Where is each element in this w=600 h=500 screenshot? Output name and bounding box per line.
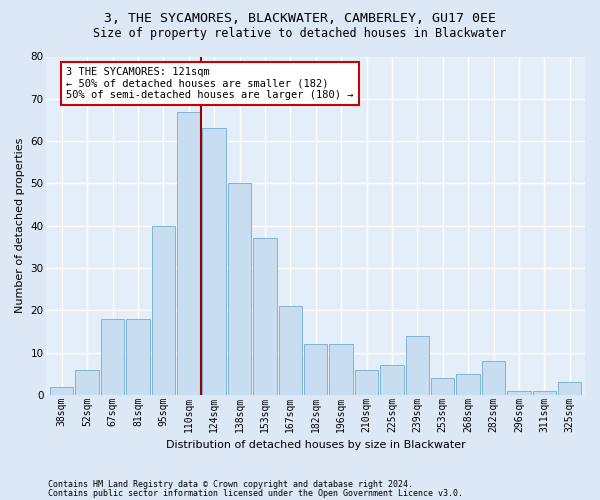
Text: 3 THE SYCAMORES: 121sqm
← 50% of detached houses are smaller (182)
50% of semi-d: 3 THE SYCAMORES: 121sqm ← 50% of detache… [66, 67, 354, 100]
Bar [329, 344, 353, 395]
Text: Contains public sector information licensed under the Open Government Licence v3: Contains public sector information licen… [48, 490, 463, 498]
Bar [177, 112, 200, 395]
Bar [228, 184, 251, 395]
Text: Contains HM Land Registry data © Crown copyright and database right 2024.: Contains HM Land Registry data © Crown c… [48, 480, 413, 489]
Bar [152, 226, 175, 395]
Y-axis label: Number of detached properties: Number of detached properties [15, 138, 25, 314]
Bar [278, 306, 302, 395]
Text: 3, THE SYCAMORES, BLACKWATER, CAMBERLEY, GU17 0EE: 3, THE SYCAMORES, BLACKWATER, CAMBERLEY,… [104, 12, 496, 26]
Bar [76, 370, 99, 395]
Bar [50, 386, 73, 395]
Bar [431, 378, 454, 395]
Bar [533, 391, 556, 395]
Bar [355, 370, 378, 395]
Bar [457, 374, 480, 395]
Bar [101, 319, 124, 395]
Bar [202, 128, 226, 395]
Bar [507, 391, 530, 395]
X-axis label: Distribution of detached houses by size in Blackwater: Distribution of detached houses by size … [166, 440, 466, 450]
Bar [482, 361, 505, 395]
Bar [558, 382, 581, 395]
Bar [126, 319, 149, 395]
Bar [253, 238, 277, 395]
Bar [406, 336, 429, 395]
Bar [304, 344, 328, 395]
Text: Size of property relative to detached houses in Blackwater: Size of property relative to detached ho… [94, 28, 506, 40]
Bar [380, 366, 404, 395]
